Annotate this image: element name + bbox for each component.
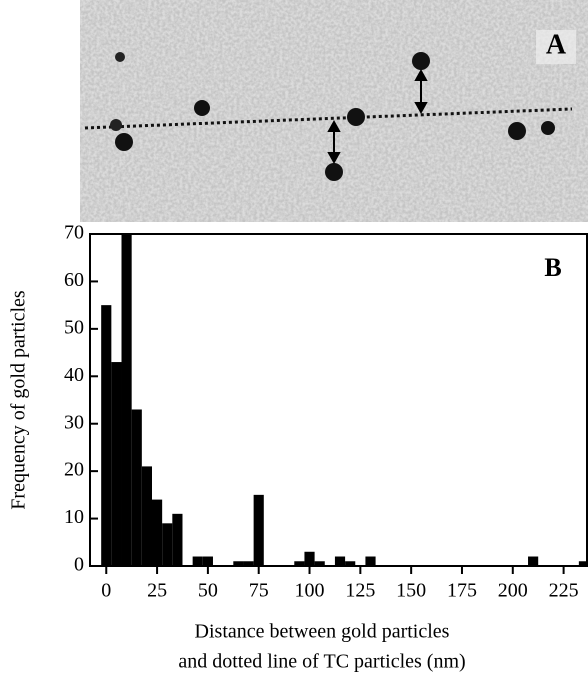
gold-particle [347,108,365,126]
y-axis-label: Frequency of gold particles [8,290,30,510]
x-axis-label: and dotted line of TC particles (nm) [178,651,465,673]
bar [304,551,315,566]
bar [202,556,213,566]
bar [578,561,588,566]
bar [253,494,264,566]
x-tick-label: 100 [295,580,325,602]
y-tick-label: 50 [64,316,84,338]
bar [121,234,132,566]
x-tick-label: 150 [396,580,426,602]
bar [334,556,346,566]
y-tick-label: 10 [64,506,84,528]
x-tick-label: 225 [549,580,579,602]
y-tick-label: 70 [64,222,84,244]
bar [151,499,163,566]
bar [141,466,152,566]
gold-particle [115,133,133,151]
micrograph-grain [80,0,588,222]
x-tick-label: 50 [198,580,218,602]
panel-label: A [546,29,567,60]
bar [365,556,376,566]
bar [131,409,142,566]
x-tick-label: 75 [249,580,269,602]
distance-arrow [327,68,428,165]
x-axis-label: Distance between gold particles [195,621,450,643]
bar [162,523,173,566]
gold-particle [541,121,555,135]
bar [294,561,305,566]
gold-particle [508,122,526,140]
bar [528,556,539,566]
bar [172,513,183,566]
x-tick-label: 0 [101,580,111,602]
x-tick-label: 125 [345,580,375,602]
y-tick-label: 60 [64,269,84,291]
bar [192,556,203,566]
y-tick-label: 0 [74,554,84,576]
x-tick-label: 25 [147,580,167,602]
gold-particle [194,100,210,116]
bar [101,305,112,566]
y-tick-label: 40 [64,364,84,386]
gold-particle [115,52,125,62]
gold-particle [110,119,122,131]
gold-particle [325,163,343,181]
micrograph: A [80,0,588,222]
y-tick-label: 20 [64,459,84,481]
x-tick-label: 200 [498,580,528,602]
x-tick-label: 175 [447,580,477,602]
bar [233,561,244,566]
y-tick-label: 30 [64,411,84,433]
bar [243,561,254,566]
bar [345,561,356,566]
label-backing [536,30,576,64]
panel-label: B [544,253,561,282]
gold-particle [412,52,430,70]
bar [314,561,325,566]
plot-frame [89,233,588,567]
bar [111,362,122,566]
